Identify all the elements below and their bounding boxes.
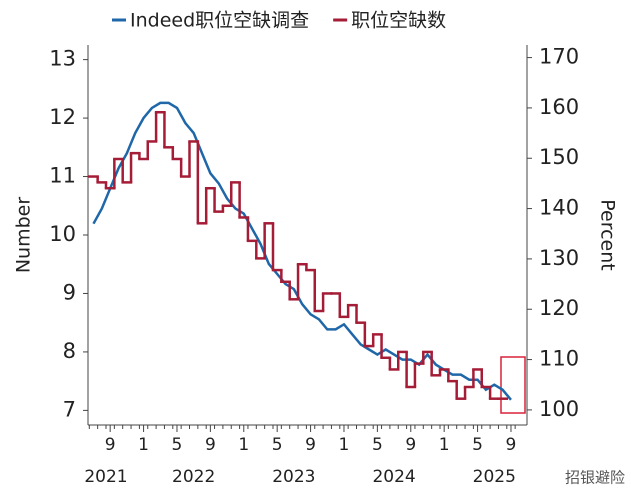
y2-tick-label: 110	[539, 347, 579, 371]
y-tick-label: 11	[49, 164, 76, 188]
y2-tick-label: 120	[539, 296, 579, 320]
y2-tick-label: 130	[539, 246, 579, 270]
y-tick-label: 8	[63, 339, 76, 363]
x-tick-label: 1	[439, 435, 450, 455]
x-tick-label: 9	[205, 435, 216, 455]
y2-tick-label: 150	[539, 145, 579, 169]
y-tick-label: 10	[49, 222, 76, 246]
y2-tick-label: 140	[539, 196, 579, 220]
y-axis-label: Number	[13, 197, 35, 274]
legend-label: Indeed职位空缺调查	[130, 10, 309, 32]
y-tick-label: 9	[63, 280, 76, 304]
y2-tick-label: 100	[539, 397, 579, 421]
x-tick-label: 5	[372, 435, 383, 455]
y2-tick-label: 170	[539, 45, 579, 69]
x-year-label: 2024	[372, 467, 415, 487]
y-tick-label: 12	[49, 105, 76, 129]
highlight-box	[500, 356, 526, 414]
x-tick-label: 9	[506, 435, 517, 455]
y2-tick-label: 160	[539, 95, 579, 119]
x-year-label: 2021	[84, 467, 127, 487]
y-tick-label: 13	[49, 47, 76, 71]
x-tick-label: 5	[172, 435, 183, 455]
y-tick-label: 7	[63, 397, 76, 421]
x-tick-label: 9	[405, 435, 416, 455]
x-tick-label: 1	[138, 435, 149, 455]
x-tick-label: 9	[305, 435, 316, 455]
x-tick-label: 9	[105, 435, 116, 455]
x-tick-label: 5	[472, 435, 483, 455]
x-tick-label: 5	[272, 435, 283, 455]
watermark: 招银避险	[565, 469, 625, 487]
legend-label: 职位空缺数	[351, 10, 446, 32]
y2-axis-label: Percent	[597, 199, 619, 271]
x-year-label: 2025	[473, 467, 516, 487]
series-line	[92, 101, 512, 401]
x-tick-label: 1	[339, 435, 350, 455]
x-tick-label: 1	[238, 435, 249, 455]
x-year-label: 2022	[172, 467, 215, 487]
x-year-label: 2023	[272, 467, 315, 487]
